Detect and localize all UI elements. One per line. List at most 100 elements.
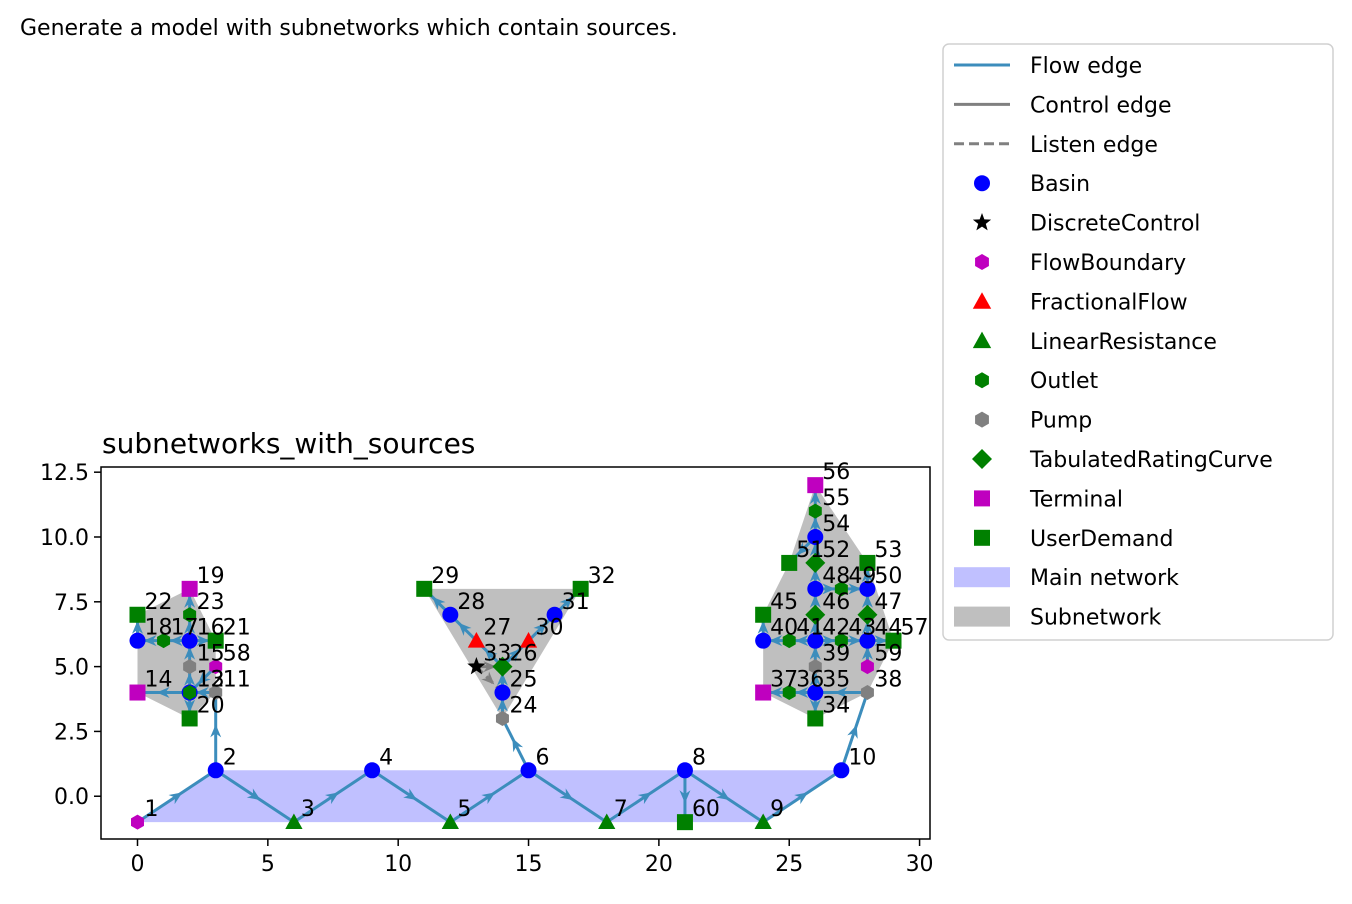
node-label-11: 11 <box>223 668 251 693</box>
node-2 <box>207 762 224 779</box>
node-9 <box>754 813 772 830</box>
node-8 <box>676 762 693 779</box>
legend-label: Outlet <box>1030 369 1099 394</box>
node-label-32: 32 <box>588 564 616 589</box>
legend-label: Listen edge <box>1030 133 1158 158</box>
legend-entry-flow-edge: Flow edge <box>954 54 1142 79</box>
node-label-3: 3 <box>301 797 315 822</box>
node-33 <box>467 657 486 675</box>
node-27 <box>467 632 486 648</box>
node-25 <box>494 684 511 701</box>
node-label-53: 53 <box>874 538 902 563</box>
node-43 <box>834 633 848 649</box>
node-label-30: 30 <box>536 616 564 641</box>
node-label-4: 4 <box>379 745 393 770</box>
node-label-49: 49 <box>848 564 876 589</box>
figure-caption: Generate a model with subnetworks which … <box>20 16 678 41</box>
node-53 <box>859 554 876 571</box>
legend-entry-tabulatedratingcurve: TabulatedRatingCurve <box>972 448 1273 473</box>
node-31 <box>546 606 563 623</box>
legend-entry-flowboundary: FlowBoundary <box>975 251 1186 276</box>
node-label-16: 16 <box>197 616 225 641</box>
flow-edge-13-14 <box>137 687 190 699</box>
axes-frame <box>100 466 931 840</box>
node-label-54: 54 <box>822 512 850 537</box>
node-28 <box>442 606 459 623</box>
node-56 <box>807 477 824 494</box>
flow-edge-38-35 <box>815 687 868 699</box>
node-label-55: 55 <box>822 486 850 511</box>
legend-label: Flow edge <box>1030 54 1142 79</box>
node-40 <box>755 632 772 649</box>
y-tick-label: 10.0 <box>40 526 89 551</box>
node-label-9: 9 <box>770 797 784 822</box>
flow-edge-1-2 <box>136 769 217 824</box>
node-label-37: 37 <box>770 668 798 693</box>
node-52 <box>805 552 826 573</box>
x-tick-label: 20 <box>645 852 673 877</box>
node-label-12: 12 <box>197 668 225 693</box>
node-38 <box>860 685 874 701</box>
node-label-59: 59 <box>874 642 902 667</box>
subnetwork-region-2 <box>424 588 581 719</box>
node-label-47: 47 <box>874 590 902 615</box>
node-30 <box>519 632 538 648</box>
node-label-29: 29 <box>431 564 459 589</box>
node-label-34: 34 <box>822 693 850 718</box>
node-label-45: 45 <box>770 590 798 615</box>
legend-label: DiscreteControl <box>1030 212 1200 237</box>
x-tick-label: 10 <box>384 852 412 877</box>
x-tick-label: 25 <box>775 852 803 877</box>
node-26 <box>492 656 513 677</box>
flow-edge-10-38 <box>839 692 869 771</box>
y-tick-label: 7.5 <box>54 591 89 616</box>
legend-entry-main-network: Main network <box>954 566 1179 591</box>
flow-edge-4-5 <box>371 769 452 824</box>
node-59 <box>860 659 874 675</box>
node-32 <box>572 580 589 597</box>
node-58 <box>209 659 223 675</box>
node-20 <box>181 710 198 727</box>
node-50 <box>859 580 876 597</box>
legend-label: Control edge <box>1030 93 1172 118</box>
node-label-41: 41 <box>796 616 824 641</box>
node-5 <box>441 813 459 830</box>
legend-frame <box>942 43 1334 641</box>
node-label-5: 5 <box>457 797 471 822</box>
node-39 <box>808 659 822 675</box>
node-23 <box>183 607 197 623</box>
flow-edge-7-8 <box>605 769 686 824</box>
legend-label: FlowBoundary <box>1030 251 1186 276</box>
legend-label: FractionalFlow <box>1030 290 1188 315</box>
node-16 <box>181 632 198 649</box>
legend-entry-fractionalflow: FractionalFlow <box>972 290 1188 315</box>
y-tick-label: 5.0 <box>54 656 89 681</box>
node-label-50: 50 <box>874 564 902 589</box>
node-44 <box>859 632 876 649</box>
node-14 <box>129 684 146 701</box>
node-60 <box>676 814 693 831</box>
x-tick-label: 30 <box>906 852 934 877</box>
node-48 <box>807 580 824 597</box>
legend-entry-subnetwork: Subnetwork <box>954 606 1161 631</box>
node-label-7: 7 <box>614 797 628 822</box>
node-54 <box>807 528 824 545</box>
node-label-15: 15 <box>197 642 225 667</box>
node-24 <box>495 710 509 726</box>
flow-edge-8-9 <box>684 769 764 824</box>
node-label-44: 44 <box>874 616 902 641</box>
node-34 <box>807 710 824 727</box>
node-29 <box>416 580 433 597</box>
node-label-27: 27 <box>483 616 511 641</box>
node-label-51: 51 <box>796 538 824 563</box>
node-13 <box>183 685 197 701</box>
y-tick-label: 12.5 <box>40 461 89 486</box>
node-21 <box>207 632 224 649</box>
flow-edge-9-10 <box>762 769 843 824</box>
legend-label: Terminal <box>1029 487 1123 512</box>
node-11 <box>209 685 223 701</box>
legend-entry-userdemand: UserDemand <box>974 527 1173 552</box>
node-label-20: 20 <box>197 693 225 718</box>
node-49 <box>834 581 848 597</box>
